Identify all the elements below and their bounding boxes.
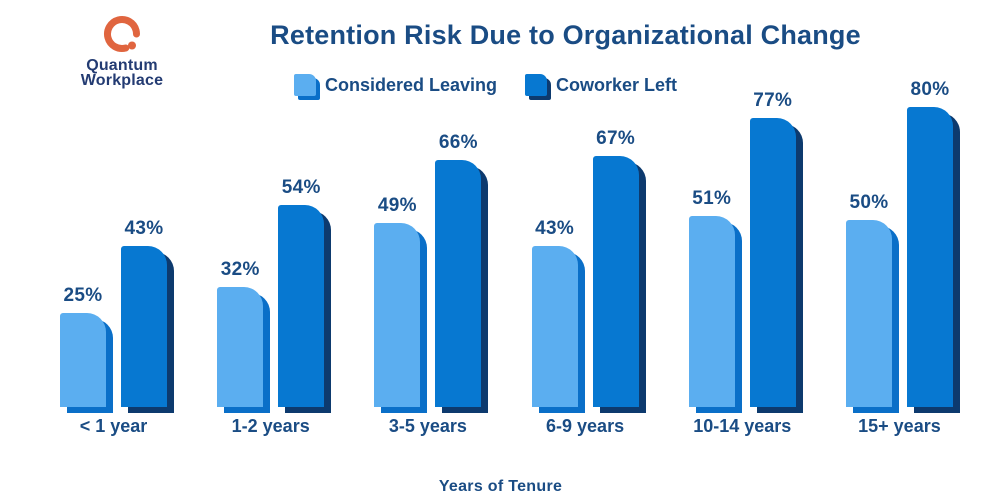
- bar-group-10-14-years: 51% 77% 10-14 years: [688, 90, 803, 437]
- legend-swatch-dark-icon: [525, 74, 551, 100]
- value-label: 32%: [220, 259, 260, 280]
- bars-row: 32% 54%: [217, 177, 332, 413]
- bars-row: 43% 67%: [531, 128, 646, 413]
- bar-dark-67: 67%: [592, 128, 646, 413]
- category-label: 15+ years: [858, 416, 941, 436]
- bar-group--1-year: 25% 43% < 1 year: [60, 218, 174, 437]
- bar-dark-66: 66%: [435, 132, 489, 413]
- bar-light-25: 25%: [60, 285, 113, 413]
- legend-label: Considered Leaving: [324, 74, 497, 95]
- x-axis-label: Years of Tenure: [438, 478, 563, 495]
- bar-face: [374, 223, 421, 407]
- bars-row: 49% 66%: [374, 132, 489, 413]
- bar-face: [592, 155, 639, 407]
- value-label: 49%: [377, 195, 417, 217]
- value-label: 67%: [596, 127, 636, 149]
- chart-groups: 25% 43% < 1 year 32% 54% 1-2 years 49% 66% 3-5 y…: [0, 79, 1001, 438]
- bar-dark-43: 43%: [121, 218, 174, 413]
- value-label: 43%: [535, 217, 575, 239]
- legend: Considered Leaving Coworker Left: [0, 74, 971, 100]
- category-label: 3-5 years: [388, 416, 467, 436]
- value-label: 77%: [753, 90, 793, 112]
- value-label: 51%: [692, 187, 732, 209]
- bars-row: 51% 77%: [688, 90, 803, 413]
- bar-group-3-5-years: 49% 66% 3-5 years: [374, 132, 489, 438]
- category-label: 10-14 years: [693, 416, 792, 436]
- chart-title: Retention Risk Due to Organizational Cha…: [270, 20, 861, 50]
- logo-word-quantum: Quantum: [86, 57, 158, 74]
- category-label: < 1 year: [79, 416, 148, 436]
- bar-face: [845, 219, 892, 407]
- bar-chart: 25% 43% < 1 year 32% 54% 1-2 years 49% 66% 3-5 y…: [0, 79, 1001, 438]
- value-label: 54%: [281, 176, 321, 198]
- value-label: 80%: [910, 79, 950, 100]
- value-label: 25%: [63, 285, 103, 307]
- legend-label: Coworker Left: [556, 74, 678, 95]
- legend-item-considered-leaving: Considered Leaving: [293, 74, 497, 100]
- bar-light-49: 49%: [374, 195, 428, 413]
- bar-face: [906, 107, 953, 407]
- bar-light-32: 32%: [217, 259, 271, 413]
- category-label: 1-2 years: [231, 416, 310, 436]
- quantum-workplace-logo: Quantum Workplace: [74, 14, 170, 89]
- bar-face: [749, 118, 796, 407]
- bar-dark-77: 77%: [749, 90, 803, 413]
- bar-face: [531, 245, 578, 407]
- bar-light-51: 51%: [688, 188, 742, 413]
- logo-word-workplace: Workplace: [80, 72, 164, 89]
- category-label: 6-9 years: [546, 416, 625, 436]
- bar-face: [688, 215, 735, 407]
- value-label: 50%: [849, 191, 889, 213]
- bar-group-15+-years: 50% 80% 15+ years: [845, 79, 960, 437]
- bar-dark-54: 54%: [278, 177, 332, 413]
- logo-ring-icon: [104, 16, 140, 52]
- bar-face: [60, 313, 106, 407]
- bar-face: [435, 159, 482, 407]
- value-label: 66%: [438, 131, 478, 153]
- bar-face: [121, 245, 167, 407]
- legend-swatch-light-icon: [293, 74, 320, 100]
- bar-light-43: 43%: [531, 218, 585, 413]
- bar-light-50: 50%: [845, 192, 899, 413]
- bar-dark-80: 80%: [906, 79, 960, 413]
- bar-face: [278, 204, 325, 407]
- bar-face: [217, 287, 264, 407]
- logo-wordmark: Quantum Workplace: [80, 57, 164, 89]
- value-label: 43%: [124, 217, 164, 239]
- bars-row: 50% 80%: [845, 79, 960, 413]
- bar-group-6-9-years: 43% 67% 6-9 years: [531, 128, 646, 437]
- bar-group-1-2-years: 32% 54% 1-2 years: [217, 177, 332, 438]
- bars-row: 25% 43%: [60, 218, 174, 413]
- legend-item-coworker-left: Coworker Left: [525, 74, 678, 100]
